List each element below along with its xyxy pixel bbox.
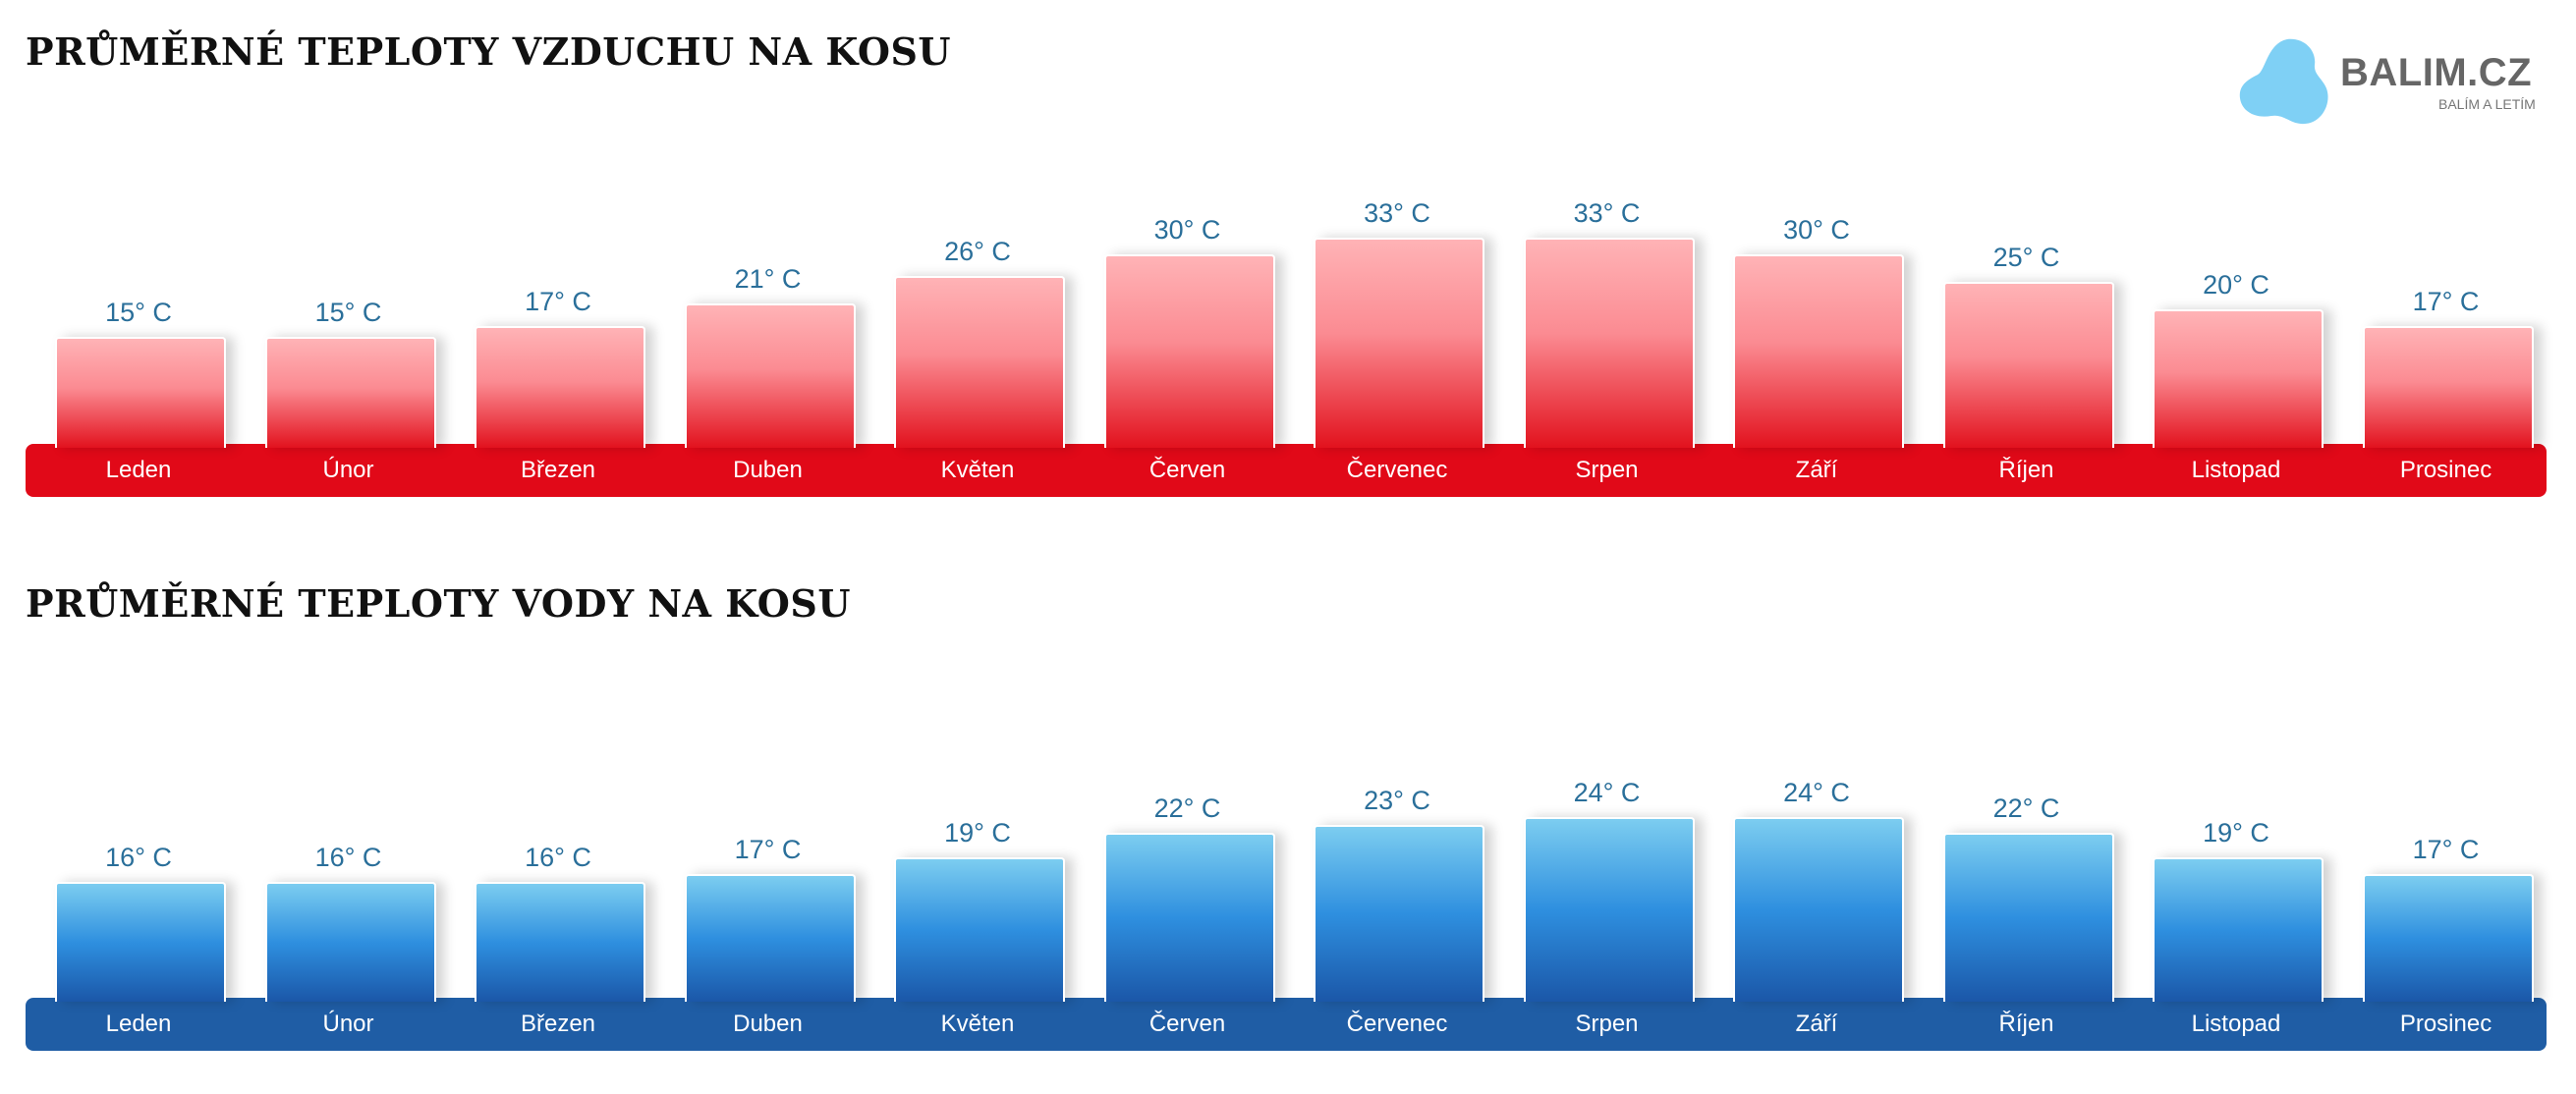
water-bar-11 — [2362, 873, 2534, 1002]
air-temperature-chart: 15° C Leden 15° C Únor 17° C Březen 21° C Duben… — [0, 147, 2576, 501]
air-month-label-9: Říjen — [1998, 457, 2054, 483]
air-bar-4 — [894, 276, 1065, 448]
water-value-label-8: 24° C — [1783, 777, 1850, 807]
air-value-label-11: 17° C — [2412, 286, 2480, 316]
air-value-label-1: 15° C — [314, 298, 382, 328]
water-bar-3 — [684, 873, 856, 1002]
water-value-label-9: 22° C — [1992, 793, 2060, 824]
water-temperature-title: PRŮMĚRNÉ TEPLOTY VODY NA KOSU — [26, 581, 851, 626]
water-month-label-6: Červenec — [1346, 1011, 1448, 1037]
water-month-label-3: Duben — [733, 1011, 803, 1037]
air-month-label-6: Červenec — [1346, 457, 1448, 483]
air-month-label-11: Prosinec — [2399, 457, 2492, 483]
water-value-label-3: 17° C — [734, 834, 802, 864]
air-value-label-0: 15° C — [105, 298, 172, 328]
water-bar-0 — [55, 882, 226, 1002]
water-bar-5 — [1103, 833, 1275, 1002]
balim-logo[interactable]: BALIM.CZ BALÍM A LETÍM — [2236, 35, 2550, 134]
water-month-label-10: Listopad — [2191, 1011, 2281, 1037]
air-value-label-10: 20° C — [2203, 270, 2269, 300]
air-bar-10 — [2153, 309, 2324, 448]
air-value-label-6: 33° C — [1364, 197, 1430, 228]
water-month-label-0: Leden — [105, 1011, 172, 1037]
air-month-label-1: Únor — [322, 457, 374, 483]
air-month-label-7: Srpen — [1575, 457, 1639, 483]
air-temperature-title: PRŮMĚRNÉ TEPLOTY VZDUCHU NA KOSU — [26, 29, 952, 74]
water-month-band — [26, 998, 2547, 1051]
air-bar-1 — [264, 337, 436, 448]
air-bar-11 — [2362, 325, 2534, 448]
air-month-label-3: Duben — [733, 457, 803, 483]
air-bar-0 — [55, 337, 226, 448]
water-value-label-6: 23° C — [1364, 786, 1430, 816]
air-value-label-8: 30° C — [1783, 214, 1850, 245]
water-month-label-4: Květen — [940, 1011, 1015, 1037]
air-bar-2 — [475, 325, 645, 448]
air-value-label-2: 17° C — [525, 286, 591, 316]
air-month-label-0: Leden — [105, 457, 172, 483]
water-value-label-11: 17° C — [2412, 834, 2480, 864]
water-bar-7 — [1523, 816, 1695, 1002]
air-month-label-8: Září — [1795, 457, 1838, 483]
water-bar-10 — [2153, 857, 2324, 1002]
blob-icon — [2239, 38, 2328, 125]
water-bar-9 — [1942, 833, 2114, 1002]
water-bar-6 — [1314, 825, 1484, 1002]
air-value-label-3: 21° C — [734, 264, 802, 295]
air-month-band — [26, 444, 2547, 497]
air-value-label-4: 26° C — [944, 237, 1011, 267]
water-value-label-1: 16° C — [314, 843, 382, 873]
air-month-label-10: Listopad — [2191, 457, 2281, 483]
water-month-label-11: Prosinec — [2399, 1011, 2492, 1037]
air-month-label-5: Červen — [1148, 457, 1226, 483]
water-month-label-1: Únor — [322, 1011, 374, 1037]
water-value-label-4: 19° C — [944, 818, 1011, 848]
air-bar-9 — [1942, 281, 2114, 448]
air-month-label-2: Březen — [520, 457, 596, 483]
water-temperature-chart: 16° C Leden 16° C Únor 16° C Březen 17° C Duben… — [0, 697, 2576, 1057]
water-bar-2 — [475, 882, 645, 1002]
water-month-label-9: Říjen — [1998, 1011, 2054, 1037]
water-value-label-2: 16° C — [525, 843, 591, 873]
water-month-label-7: Srpen — [1575, 1011, 1639, 1037]
air-month-label-4: Květen — [940, 457, 1015, 483]
water-value-label-7: 24° C — [1573, 777, 1641, 807]
air-value-label-5: 30° C — [1153, 214, 1221, 245]
air-bar-6 — [1314, 237, 1484, 448]
air-bar-8 — [1733, 253, 1904, 448]
logo-tagline: BALÍM A LETÍM — [2438, 96, 2536, 112]
water-value-label-5: 22° C — [1153, 793, 1221, 824]
air-value-label-9: 25° C — [1992, 242, 2060, 272]
water-value-label-0: 16° C — [105, 843, 172, 873]
water-value-label-10: 19° C — [2203, 818, 2269, 848]
water-bar-1 — [264, 882, 436, 1002]
air-bar-3 — [684, 303, 856, 448]
water-month-label-2: Březen — [520, 1011, 596, 1037]
air-value-label-7: 33° C — [1573, 197, 1641, 228]
water-month-label-8: Září — [1795, 1011, 1838, 1037]
water-month-label-5: Červen — [1148, 1011, 1226, 1037]
logo-name: BALIM.CZ — [2340, 51, 2533, 94]
air-bar-5 — [1103, 253, 1275, 448]
water-bar-8 — [1733, 816, 1904, 1002]
water-bar-4 — [894, 857, 1065, 1002]
air-bar-7 — [1523, 237, 1695, 448]
